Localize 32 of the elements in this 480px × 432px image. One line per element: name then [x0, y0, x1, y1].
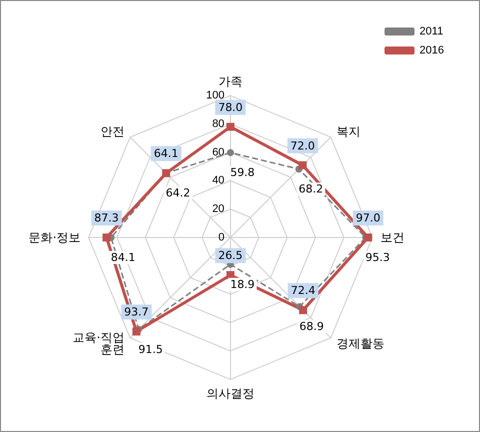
y-tick-label: 0 — [218, 232, 224, 244]
data-label: 87.3 — [94, 212, 119, 224]
data-label: 93.7 — [124, 306, 149, 319]
data-label: 84.1 — [110, 251, 136, 264]
data-label: 18.9 — [230, 278, 255, 291]
y-tick-label: 100 — [206, 90, 224, 102]
data-label: 26.5 — [218, 249, 243, 262]
data-label: 72.4 — [290, 284, 316, 298]
spoke-label: 경제활동 — [336, 336, 384, 350]
data-label: 78.0 — [218, 100, 243, 114]
spoke-label: 교육·직업 훈련 — [72, 330, 124, 356]
legend-label: 2011 — [420, 26, 444, 38]
data-label: 97.0 — [356, 212, 380, 224]
data-label: 68.2 — [298, 182, 324, 196]
data-label: 95.3 — [365, 251, 390, 264]
spoke-label: 안전 — [100, 124, 124, 139]
legend-label: 2016 — [420, 44, 444, 56]
data-label: 59.8 — [230, 166, 255, 180]
y-tick-label: 60 — [212, 146, 224, 158]
y-tick-label: 20 — [212, 203, 224, 216]
data-label: 64.1 — [154, 147, 178, 160]
spoke-label: 문화·정보 — [28, 230, 81, 244]
y-tick-label: 80 — [212, 118, 224, 130]
data-label: 64.2 — [166, 186, 190, 200]
data-label: 72.0 — [290, 139, 315, 152]
y-tick-label: 40 — [212, 174, 224, 187]
spoke-label: 보건 — [380, 230, 404, 244]
data-label: 91.5 — [138, 342, 163, 356]
spoke-label: 의사결정 — [206, 386, 254, 400]
spoke-label: 가족 — [218, 74, 242, 89]
data-label: 68.9 — [299, 320, 324, 334]
spoke-label: 복지 — [336, 124, 360, 139]
